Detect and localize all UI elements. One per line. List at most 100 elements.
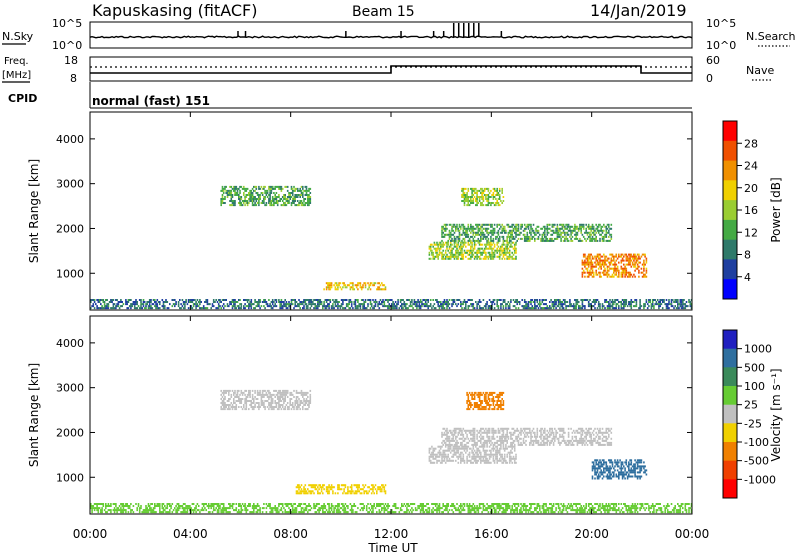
data-cell <box>529 237 531 240</box>
data-cell <box>682 305 684 308</box>
data-cell <box>561 427 564 430</box>
data-cell <box>477 255 480 258</box>
data-cell <box>490 461 492 464</box>
data-cell <box>611 273 614 276</box>
data-cell <box>314 307 317 310</box>
data-cell <box>480 461 482 464</box>
data-cell <box>584 253 586 256</box>
cpid-value: normal (fast) 151 <box>92 94 210 108</box>
data-cell <box>582 253 585 256</box>
data-cell <box>416 301 418 303</box>
data-cell <box>518 233 521 236</box>
data-cell <box>348 301 350 303</box>
data-cell <box>523 223 526 226</box>
data-cell <box>608 235 610 238</box>
data-cell <box>561 235 564 238</box>
data-cell <box>184 301 186 303</box>
data-cell <box>477 227 480 230</box>
data-cell <box>478 307 481 310</box>
data-cell <box>477 239 480 242</box>
data-cell <box>584 259 586 262</box>
data-cell <box>575 227 577 230</box>
data-cell <box>211 305 214 308</box>
data-cell <box>529 223 531 226</box>
data-cell <box>475 187 477 190</box>
data-cell <box>355 484 358 487</box>
data-cell <box>429 243 432 246</box>
data-cell <box>263 402 265 404</box>
data-cell <box>142 303 145 306</box>
data-cell <box>498 429 501 432</box>
data-cell <box>446 299 448 301</box>
data-cell <box>329 299 332 301</box>
data-cell <box>370 303 373 306</box>
data-cell <box>535 437 537 440</box>
data-cell <box>310 303 313 306</box>
data-cell <box>604 299 606 301</box>
data-cell <box>515 457 517 460</box>
data-cell <box>547 439 550 442</box>
data-cell <box>537 225 540 228</box>
data-cell <box>512 223 515 226</box>
data-cell <box>222 202 225 204</box>
data-cell <box>485 453 487 456</box>
data-cell <box>452 459 455 462</box>
data-cell <box>597 305 600 308</box>
data-cell <box>595 263 597 266</box>
data-cell <box>147 305 150 308</box>
data-cell <box>592 301 595 303</box>
data-cell <box>511 441 513 444</box>
data-cell <box>280 408 283 411</box>
data-cell <box>629 257 631 260</box>
data-cell <box>438 243 441 246</box>
data-cell <box>424 303 427 306</box>
data-cell <box>512 253 515 256</box>
data-cell <box>291 393 294 396</box>
data-cell <box>486 453 488 456</box>
data-cell <box>254 202 256 204</box>
data-cell <box>510 451 512 454</box>
data-cell <box>217 299 220 301</box>
data-cell <box>531 237 534 240</box>
data-cell <box>436 255 438 258</box>
data-cell <box>448 229 451 232</box>
data-cell <box>226 404 229 406</box>
data-cell <box>498 235 501 238</box>
data-cell <box>305 398 308 400</box>
data-cell <box>283 391 285 394</box>
data-cell <box>638 257 640 260</box>
data-cell <box>615 273 618 276</box>
data-cell <box>97 307 100 310</box>
data-cell <box>569 225 571 228</box>
data-cell <box>179 299 181 301</box>
y-tick-label: 2000 <box>56 222 84 235</box>
data-cell <box>378 303 381 306</box>
data-cell <box>141 307 143 310</box>
data-cell <box>586 233 589 236</box>
data-cell <box>555 433 557 436</box>
data-cell <box>497 192 500 194</box>
data-cell <box>461 239 463 242</box>
data-cell <box>364 484 367 487</box>
data-cell <box>320 303 323 306</box>
data-cell <box>497 299 500 301</box>
data-cell <box>629 259 631 262</box>
data-cell <box>432 457 434 460</box>
data-cell <box>455 437 457 440</box>
data-cell <box>666 305 669 308</box>
data-cell <box>334 299 337 301</box>
data-cell <box>475 461 477 464</box>
data-cell <box>511 443 513 446</box>
data-cell <box>522 305 525 308</box>
data-cell <box>490 455 492 458</box>
data-cell <box>460 457 462 460</box>
data-cell <box>246 194 249 196</box>
data-cell <box>502 445 505 448</box>
data-cell <box>643 303 645 306</box>
data-cell <box>456 255 458 258</box>
data-cell <box>303 189 305 192</box>
data-cell <box>309 299 312 301</box>
data-cell <box>436 253 438 256</box>
data-cell <box>428 251 431 254</box>
data-cell <box>434 307 437 310</box>
